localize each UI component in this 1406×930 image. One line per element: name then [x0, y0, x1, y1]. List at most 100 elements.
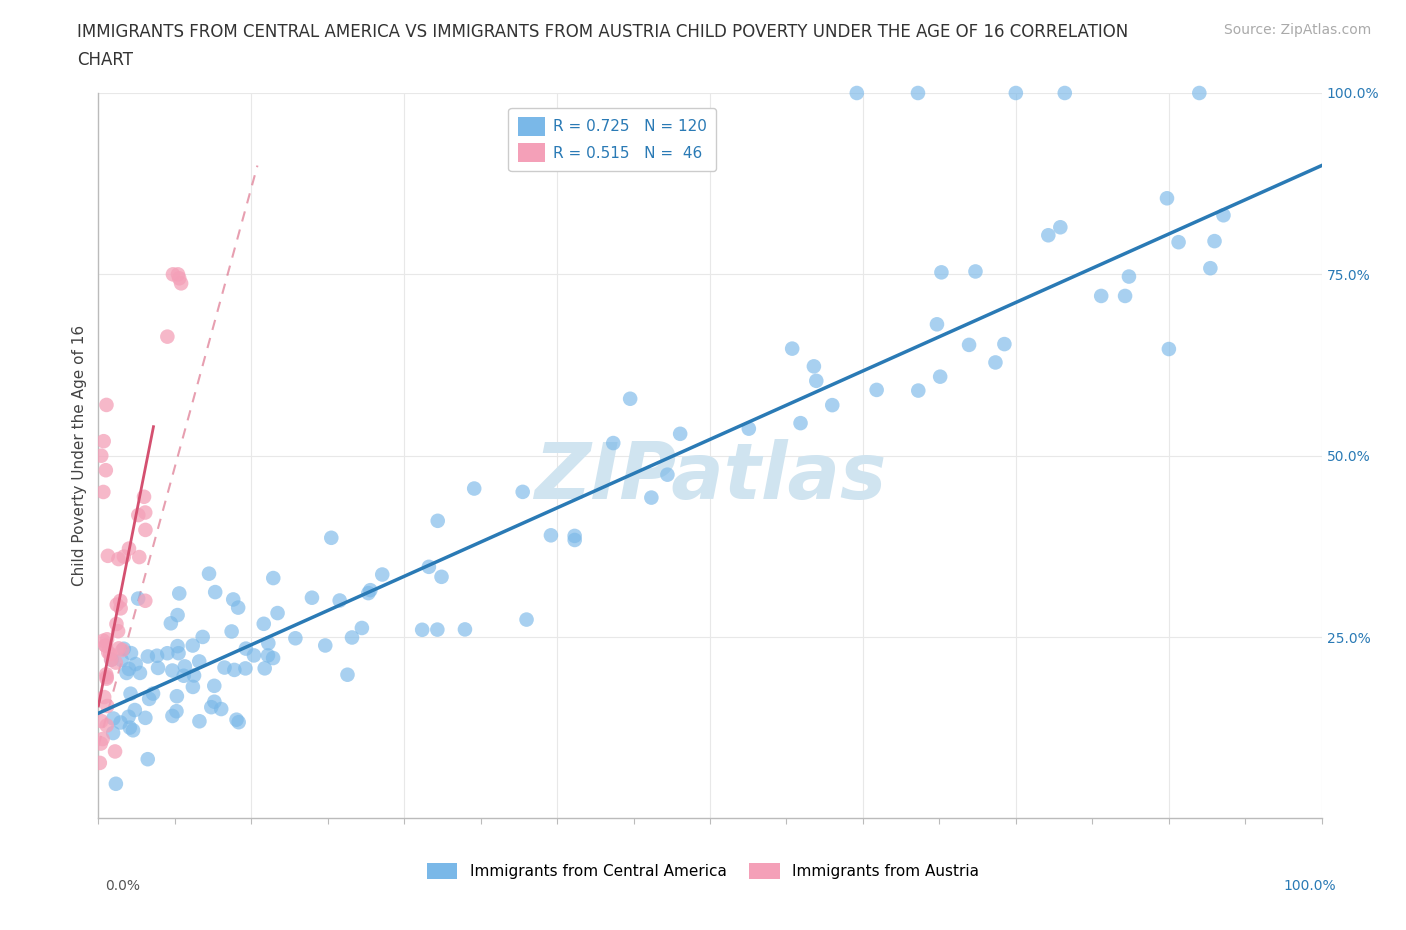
Point [200, 699, 222, 714]
Point [1204, 233, 1226, 248]
Point [314, 638, 336, 653]
Legend: R = 0.725   N = 120, R = 0.515   N =  46: R = 0.725 N = 120, R = 0.515 N = 46 [509, 108, 716, 171]
Point [173, 669, 195, 684]
Point [984, 355, 1007, 370]
Point [96, 397, 118, 412]
Point [105, 597, 128, 612]
Point [454, 622, 477, 637]
Point [738, 421, 761, 436]
Point [640, 490, 662, 505]
Point [167, 586, 190, 601]
Point [845, 86, 868, 100]
Point [167, 645, 190, 660]
Point [118, 661, 141, 676]
Point [866, 382, 889, 397]
Point [907, 383, 929, 398]
Point [925, 317, 948, 332]
Point [173, 659, 195, 674]
Point [96, 698, 118, 713]
Point [262, 571, 284, 586]
Point [357, 586, 380, 601]
Point [136, 751, 159, 766]
Point [657, 467, 679, 482]
Point [1038, 228, 1060, 243]
Point [110, 593, 132, 608]
Point [104, 777, 127, 791]
Point [512, 485, 534, 499]
Point [122, 723, 145, 737]
Point [104, 744, 127, 759]
Point [97, 644, 120, 659]
Point [803, 359, 825, 374]
Point [1114, 288, 1136, 303]
Point [1167, 234, 1189, 249]
Point [214, 660, 236, 675]
Point [225, 712, 247, 727]
Point [117, 710, 139, 724]
Point [111, 643, 134, 658]
Point [101, 725, 124, 740]
Point [515, 612, 537, 627]
Point [1199, 260, 1222, 275]
Point [253, 617, 276, 631]
Point [224, 662, 246, 677]
Point [1156, 191, 1178, 206]
Point [110, 715, 132, 730]
Y-axis label: Child Poverty Under the Age of 16: Child Poverty Under the Age of 16 [72, 326, 87, 586]
Point [1053, 86, 1076, 100]
Point [931, 265, 953, 280]
Point [120, 645, 142, 660]
Point [602, 435, 624, 450]
Point [1090, 288, 1112, 303]
Point [156, 645, 179, 660]
Point [166, 607, 188, 622]
Point [167, 271, 190, 286]
Point [789, 416, 811, 431]
Point [100, 652, 122, 667]
Point [965, 264, 987, 279]
Point [134, 505, 156, 520]
Point [564, 533, 586, 548]
Point [780, 341, 803, 356]
Point [96, 631, 118, 646]
Point [132, 489, 155, 504]
Point [1157, 341, 1180, 356]
Point [107, 551, 129, 566]
Point [191, 630, 214, 644]
Point [564, 528, 586, 543]
Point [90, 713, 112, 728]
Point [105, 617, 128, 631]
Point [115, 666, 138, 681]
Point [929, 369, 952, 384]
Point [204, 585, 226, 600]
Point [430, 569, 453, 584]
Point [162, 267, 184, 282]
Point [112, 642, 135, 657]
Point [669, 426, 692, 441]
Point [91, 633, 114, 648]
Point [128, 550, 150, 565]
Point [463, 481, 485, 496]
Point [1118, 269, 1140, 284]
Point [170, 276, 193, 291]
Point [94, 463, 117, 478]
Point [90, 737, 112, 751]
Point [98, 646, 121, 661]
Point [91, 732, 114, 747]
Point [104, 655, 127, 670]
Legend: Immigrants from Central America, Immigrants from Austria: Immigrants from Central America, Immigra… [420, 857, 986, 885]
Text: ZIPatlas: ZIPatlas [534, 440, 886, 515]
Point [806, 373, 828, 388]
Point [100, 652, 122, 667]
Text: Source: ZipAtlas.com: Source: ZipAtlas.com [1223, 23, 1371, 37]
Point [993, 337, 1015, 352]
Point [107, 624, 129, 639]
Point [94, 638, 117, 653]
Point [156, 329, 179, 344]
Point [321, 530, 343, 545]
Point [127, 508, 149, 523]
Point [93, 690, 115, 705]
Point [162, 709, 184, 724]
Point [226, 600, 249, 615]
Point [167, 267, 190, 282]
